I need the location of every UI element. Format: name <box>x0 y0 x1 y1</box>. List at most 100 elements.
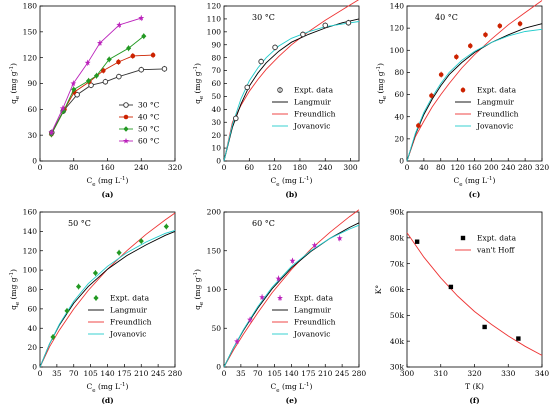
temperature-annotation: 40 °C <box>435 13 458 22</box>
legend-label: Freundlich <box>110 318 152 327</box>
y-tick-label: 120 <box>390 24 405 33</box>
x-tick-label: 140 <box>100 369 115 378</box>
data-point <box>482 324 487 330</box>
y-tick-label: 120 <box>207 2 222 11</box>
x-tick-label: 180 <box>293 163 308 172</box>
freundlich-curve <box>223 209 360 368</box>
y-tick-label: 80 <box>211 53 221 62</box>
data-point <box>141 33 147 39</box>
legend-label: Langmuir <box>477 98 514 107</box>
y-tick-label: 100 <box>207 27 222 36</box>
data-point <box>244 84 250 91</box>
legend-label: 30 °C <box>138 101 160 110</box>
data-point <box>454 54 459 60</box>
langmuir-curve <box>223 222 360 368</box>
x-tick-label: 105 <box>267 369 282 378</box>
x-tick-label: 320 <box>467 369 482 378</box>
x-tick-label: 300 <box>400 369 415 378</box>
data-point <box>233 115 239 122</box>
data-point <box>106 56 112 63</box>
y-axis-label: qe (mg g-1) <box>9 269 21 310</box>
y-tick-label: 20 <box>394 134 404 143</box>
data-point <box>234 338 240 344</box>
y-tick-label: 120 <box>23 53 38 62</box>
data-point <box>429 93 434 98</box>
legend-label: 40 °C <box>138 113 160 122</box>
y-tick-label: 60 <box>27 304 37 313</box>
langmuir-curve <box>39 230 176 368</box>
x-tick-label: 160 <box>100 163 115 172</box>
data-point <box>150 52 156 58</box>
y-tick-label: 140 <box>23 227 38 236</box>
x-tick-label: 35 <box>52 369 62 378</box>
legend-label: Expt. data <box>110 294 150 303</box>
x-tick-label: 175 <box>117 369 132 378</box>
y-tick-label: 70 <box>211 66 221 75</box>
x-tick-label: 70 <box>253 369 263 378</box>
x-tick-label: 245 <box>335 369 350 378</box>
x-tick-label: 240 <box>318 163 333 172</box>
legend-label: Expt. data <box>477 86 517 95</box>
y-tick-label: 70k <box>390 259 405 268</box>
y-tick-label: 60 <box>394 90 404 99</box>
y-tick-label: 30 <box>211 118 221 127</box>
x-tick-label: 240 <box>501 163 516 172</box>
jovanovic-curve <box>39 229 176 368</box>
y-tick-label: 30k <box>390 363 405 372</box>
x-axis-label: Ce (mg L-1) <box>87 176 129 188</box>
y-axis-label: qe (mg g-1) <box>376 63 388 104</box>
temperature-annotation: 30 °C <box>252 13 275 22</box>
temperature-annotation: 60 °C <box>252 219 275 228</box>
y-axis-label: qe (mg g-1) <box>193 63 205 104</box>
x-tick-label: 0 <box>38 369 43 378</box>
x-tick-label: 0 <box>405 163 410 172</box>
data-point <box>138 238 144 244</box>
y-tick-label: 90 <box>27 79 37 88</box>
x-tick-label: 120 <box>267 163 282 172</box>
legend-label: Langmuir <box>294 306 331 315</box>
y-tick-label: 40k <box>390 337 405 346</box>
x-tick-label: 160 <box>467 163 482 172</box>
freundlich-curve <box>406 0 543 162</box>
x-axis-label: Ce (mg L-1) <box>271 382 313 394</box>
data-point <box>84 59 91 66</box>
x-axis-label: Ce (mg L-1) <box>271 176 313 188</box>
y-tick-label: 90k <box>390 208 405 217</box>
series-line-1 <box>51 54 154 135</box>
x-tick-label: 330 <box>501 369 516 378</box>
legend-label: Freundlich <box>294 110 336 119</box>
y-tick-label: 0 <box>399 157 404 166</box>
legend-marker <box>460 235 466 241</box>
y-tick-label: 60 <box>211 79 221 88</box>
data-point <box>59 105 66 111</box>
data-point <box>71 86 77 93</box>
data-point <box>116 73 122 80</box>
legend-label: Jovanovic <box>476 122 513 131</box>
data-point <box>336 235 343 241</box>
y-tick-label: 30 <box>27 131 37 140</box>
y-tick-label: 20 <box>27 343 37 352</box>
legend-marker <box>123 137 129 144</box>
y-tick-label: 110 <box>207 15 222 24</box>
x-tick-label: 280 <box>168 369 183 378</box>
y-tick-label: 180 <box>23 2 38 11</box>
x-tick-label: 280 <box>352 369 367 378</box>
data-point <box>102 79 109 85</box>
y-tick-label: 80k <box>390 233 405 242</box>
temperature-annotation: 50 °C <box>68 219 91 228</box>
legend-label: Langmuir <box>110 306 147 315</box>
x-tick-label: 40 <box>419 163 429 172</box>
x-tick-label: 320 <box>168 163 183 172</box>
data-point <box>275 275 282 282</box>
y-axis-label: K° <box>374 285 383 295</box>
legend-label: Freundlich <box>294 318 336 327</box>
panel-label: (f) <box>469 396 479 404</box>
legend-marker <box>123 102 129 108</box>
data-point <box>467 43 473 49</box>
x-axis-label: T (K) <box>465 382 484 391</box>
data-point <box>116 59 121 65</box>
x-tick-label: 300 <box>343 163 358 172</box>
y-tick-label: 60 <box>27 105 37 114</box>
freundlich-curve <box>39 212 176 368</box>
y-tick-label: 160 <box>23 208 38 217</box>
